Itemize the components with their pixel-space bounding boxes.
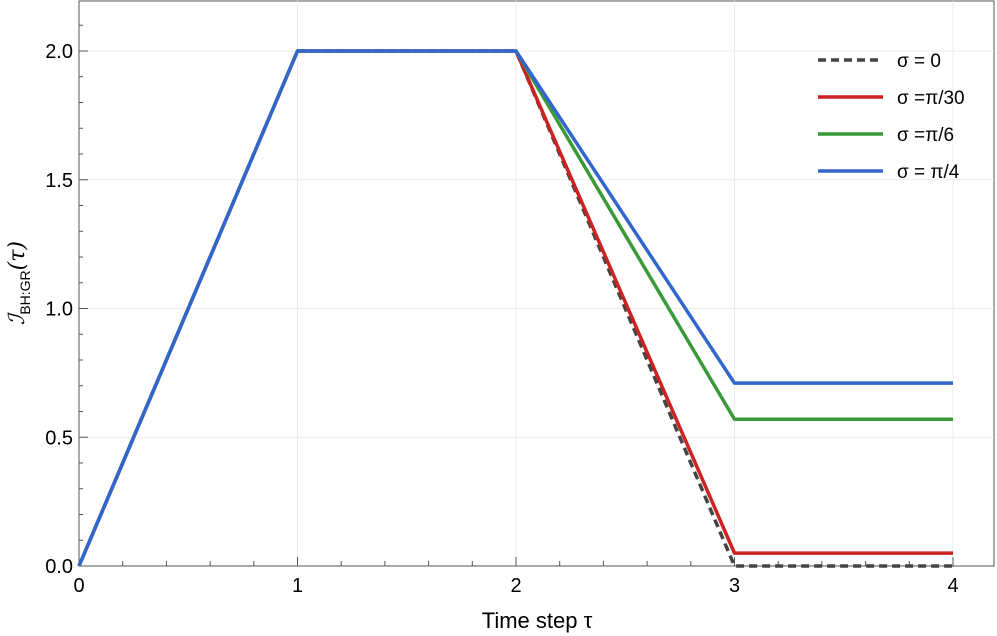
x-tick-label: 0	[73, 575, 84, 597]
ticks: 0 1 2 3 4 0.0 0.5 1.0 1.5 2.0	[45, 41, 958, 597]
y-tick-label: 0.0	[45, 556, 73, 578]
y-tick-label: 1.0	[45, 299, 73, 321]
y-tick-label: 1.5	[45, 170, 73, 192]
y-axis-title-sub: BH:GR	[17, 270, 33, 314]
series	[77, 49, 953, 568]
y-axis-title-arg: (τ)	[5, 241, 30, 270]
minor-ticks	[79, 24, 910, 566]
plot-frame	[78, 0, 995, 567]
y-tick-label: 0.5	[45, 427, 73, 449]
y-tick-label: 2.0	[45, 41, 73, 63]
legend-label-2: σ =π/6	[897, 125, 954, 146]
x-tick-label: 1	[292, 575, 303, 597]
y-axis-title: ℐBH:GR(τ)	[5, 241, 33, 325]
svg-text:ℐBH:GR(τ): ℐBH:GR(τ)	[5, 241, 33, 325]
x-axis-title: Time step τ	[482, 608, 593, 633]
legend-label-3: σ = π/4	[897, 162, 960, 183]
x-tick-label: 3	[729, 575, 740, 597]
legend-label-1: σ =π/30	[897, 88, 965, 109]
legend: σ = 0 σ =π/30 σ =π/6 σ = π/4	[818, 51, 965, 183]
series-line-0	[77, 49, 953, 568]
x-tick-label: 4	[947, 575, 958, 597]
legend-label-0: σ = 0	[897, 51, 941, 72]
series-line-3	[77, 49, 953, 567]
x-tick-label: 2	[510, 575, 521, 597]
grid	[79, 1, 994, 566]
